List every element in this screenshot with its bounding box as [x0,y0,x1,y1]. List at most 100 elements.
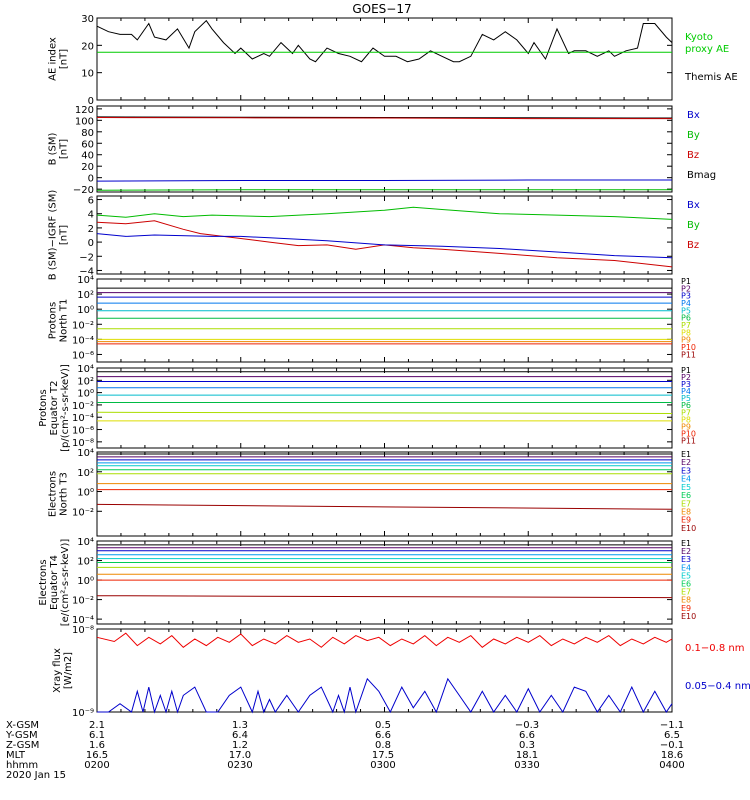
y-tick-label: 10⁻⁸ [72,625,94,636]
legend-entry: P9 [681,422,691,431]
legend-entry: Kyoto [685,32,713,43]
legend-entry: P5 [681,394,691,403]
footer-value: 6.6 [375,730,391,741]
legend-entry: P11 [681,350,696,359]
y-tick-label: 10⁻² [72,596,94,607]
legend-entry: Bz [687,240,699,251]
y-tick-label: 0 [88,238,94,249]
y-axis-label: [nT] [59,49,70,69]
panel-3: −4 −2 0 2 4 6 B (SM)−IGRF (SM) [nT] Bx By Bz [48,190,700,281]
y-tick-label: 10² [77,376,94,387]
footer-value: 6.5 [664,730,680,741]
footer-value: 0300 [370,760,395,771]
y-tick-label: 10² [77,557,94,568]
y-tick-label: 10⁴ [77,537,94,548]
y-tick-label: 10² [77,290,94,301]
legend-entry: E9 [681,516,691,525]
legend-entry: P1 [681,366,691,375]
legend-entry: P9 [681,336,691,345]
y-tick-label: 10⁻⁴ [72,413,94,424]
footer-value: 0400 [659,760,684,771]
legend-entry: E2 [681,458,691,467]
y-axis-label: [p/(cm²-s-sr-keV)] [60,364,71,452]
y-axis-label: Equator T2 [49,381,60,436]
footer-date: 2020 Jan 15 [6,770,66,781]
footer-value: 16.5 [86,750,108,761]
y-tick-label: −20 [73,185,94,196]
legend-entry: P7 [681,321,691,330]
legend-entry: E1 [681,450,691,459]
y-tick-label: 0 [88,96,94,107]
footer-value: 0.5 [375,720,391,731]
y-tick-label: 10⁻² [72,507,94,518]
footer-label: Y-GSM [5,730,38,741]
legend-entry: E3 [681,555,691,564]
y-tick-label: 10⁻⁶ [72,426,94,437]
legend-entry: 0.1−0.8 nm [685,643,744,654]
legend-entry: Themis AE [684,72,738,83]
chart-title: GOES−17 [352,2,411,16]
y-tick-label: 120 [75,105,94,116]
series-line-e10 [96,595,673,599]
y-tick-label: 10⁴ [77,448,94,459]
legend-entry: Bmag [687,170,716,181]
series-line-e10 [96,503,673,510]
footer-value: 0.8 [375,740,391,751]
y-axis-label: Protons [48,302,59,339]
footer-value: 1.3 [232,720,248,731]
legend-entry: P10 [681,429,696,438]
y-axis-label: Electrons [48,471,59,517]
legend-entry: E6 [681,491,691,500]
legend-entry: 0.05−0.4 nm [685,681,750,692]
series-line-0-1-0-8-nm [96,632,673,648]
legend-entry: P1 [681,277,691,286]
y-tick-label: 0 [88,174,94,185]
legend-entry: E8 [681,596,691,605]
y-axis-label: [nT] [59,225,70,245]
footer-label: X-GSM [6,720,39,731]
y-axis-label: North T1 [59,299,70,343]
y-tick-label: 10⁰ [77,576,94,587]
legend-entry: P4 [681,299,691,308]
legend-entry: P2 [681,373,691,382]
series-line-0-05-0-4-nm [97,677,673,714]
y-tick-label: 10⁻² [72,401,94,412]
series-line-bz [96,117,672,120]
footer-value: 0.3 [519,740,535,751]
legend-entry: Bx [687,110,700,121]
panel-frame [96,195,673,275]
y-tick-label: 10⁻² [72,320,94,331]
y-tick-label: 6 [88,196,94,207]
legend-entry: Bx [687,200,700,211]
y-axis-label: B (SM) [48,132,59,165]
panel-frame [96,278,673,363]
panel-4: 10⁴ 10² 10⁰ 10⁻² 10⁻⁴ 10⁻⁶ Protons North T1 P1P2… [48,275,696,363]
y-tick-label: 10⁰ [77,389,94,400]
footer-value: 1.6 [89,740,105,751]
legend-entry: P10 [681,343,696,352]
series-line-themis-ae [96,19,673,63]
y-axis-label: North T3 [59,472,70,516]
y-tick-label: −2 [79,252,94,263]
legend-entry: P6 [681,314,691,323]
footer-label: Z-GSM [6,740,39,751]
y-axis-label: AE index [48,37,59,81]
legend-entry: P11 [681,436,696,445]
footer-label: hhmm [6,760,38,771]
y-axis-label: Equator T4 [49,555,60,610]
series-line-by [96,189,672,191]
legend-entry: By [687,220,700,231]
footer-value: 18.6 [661,750,683,761]
legend-entry: E7 [681,588,691,597]
y-tick-label: 10⁴ [77,275,94,286]
legend-entry: P2 [681,284,691,293]
panel-frame [96,17,673,101]
series-line-by [96,206,673,220]
legend-entry: P3 [681,380,691,389]
y-tick-label: 30 [81,14,94,25]
footer-value: 0230 [227,760,252,771]
